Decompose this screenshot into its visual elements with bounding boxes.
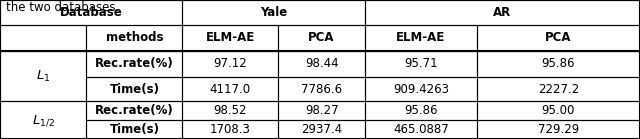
Text: PCA: PCA: [545, 31, 572, 44]
Bar: [365, 0, 640, 25]
Text: Time(s): Time(s): [109, 123, 159, 136]
Text: Rec.rate(%): Rec.rate(%): [95, 104, 174, 117]
Bar: [0, 101, 86, 139]
Text: 98.52: 98.52: [214, 104, 247, 117]
Text: ELM-AE: ELM-AE: [396, 31, 445, 44]
Text: 1708.3: 1708.3: [210, 123, 251, 136]
Bar: [182, 0, 365, 25]
Text: Database: Database: [60, 6, 123, 19]
Text: 7786.6: 7786.6: [301, 83, 342, 96]
Text: 95.00: 95.00: [541, 104, 575, 117]
Text: 98.44: 98.44: [305, 57, 339, 70]
Bar: [182, 77, 278, 101]
Text: 95.86: 95.86: [404, 104, 438, 117]
Bar: [0, 0, 182, 25]
Bar: [365, 101, 477, 120]
Bar: [182, 101, 278, 120]
Bar: [278, 120, 365, 139]
Bar: [477, 101, 640, 120]
Text: PCA: PCA: [308, 31, 335, 44]
Text: AR: AR: [493, 6, 511, 19]
Text: 2937.4: 2937.4: [301, 123, 342, 136]
Bar: [86, 25, 182, 51]
Bar: [182, 25, 278, 51]
Bar: [278, 77, 365, 101]
Bar: [86, 101, 182, 120]
Bar: [86, 77, 182, 101]
Text: the two databases: the two databases: [6, 1, 116, 14]
Text: 95.86: 95.86: [541, 57, 575, 70]
Bar: [477, 51, 640, 77]
Bar: [365, 51, 477, 77]
Text: $L_1$: $L_1$: [36, 69, 51, 84]
Bar: [477, 25, 640, 51]
Bar: [278, 25, 365, 51]
Bar: [365, 120, 477, 139]
Bar: [86, 120, 182, 139]
Bar: [278, 101, 365, 120]
Text: 98.27: 98.27: [305, 104, 339, 117]
Bar: [182, 51, 278, 77]
Bar: [365, 77, 477, 101]
Bar: [278, 51, 365, 77]
Text: 465.0887: 465.0887: [393, 123, 449, 136]
Text: Rec.rate(%): Rec.rate(%): [95, 57, 174, 70]
Bar: [86, 51, 182, 77]
Bar: [182, 120, 278, 139]
Text: 95.71: 95.71: [404, 57, 438, 70]
Bar: [0, 25, 86, 51]
Text: methods: methods: [106, 31, 163, 44]
Bar: [365, 25, 477, 51]
Bar: [477, 120, 640, 139]
Bar: [0, 51, 86, 101]
Text: Yale: Yale: [260, 6, 287, 19]
Text: 729.29: 729.29: [538, 123, 579, 136]
Text: 4117.0: 4117.0: [210, 83, 251, 96]
Text: 909.4263: 909.4263: [393, 83, 449, 96]
Text: 97.12: 97.12: [214, 57, 247, 70]
Text: ELM-AE: ELM-AE: [206, 31, 255, 44]
Text: Time(s): Time(s): [109, 83, 159, 96]
Text: 2227.2: 2227.2: [538, 83, 579, 96]
Text: $L_{1/2}$: $L_{1/2}$: [32, 113, 54, 128]
Bar: [477, 77, 640, 101]
